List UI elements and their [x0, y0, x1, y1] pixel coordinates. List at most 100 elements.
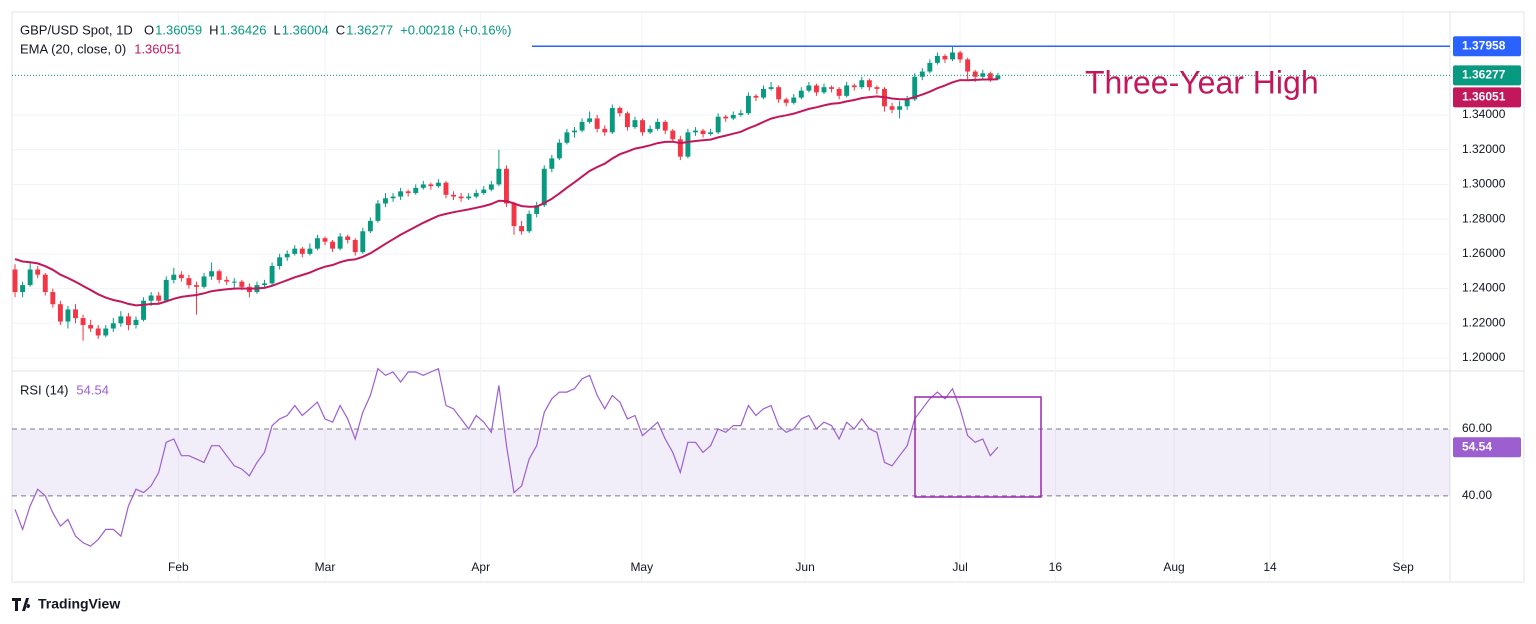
candle-body: [435, 182, 441, 187]
candle-body: [844, 85, 850, 96]
candle-body: [564, 132, 570, 143]
resistance-label: 1.37958: [1462, 38, 1506, 52]
candle-body: [617, 108, 623, 114]
candle-body: [813, 85, 819, 93]
candle-body: [866, 80, 872, 88]
candle-body: [466, 196, 472, 199]
ema-value: 1.36051: [134, 41, 181, 56]
candle-body: [662, 121, 668, 131]
candle-body: [972, 71, 978, 77]
y-tick-label: 1.22000: [1462, 315, 1506, 329]
x-tick-label: May: [630, 560, 653, 574]
candle-body: [579, 121, 585, 131]
candle-body: [821, 87, 827, 93]
ohlc-label: H: [209, 22, 218, 37]
plot: [12, 45, 1450, 547]
y-tick-label: 1.26000: [1462, 246, 1506, 260]
candle-body: [919, 71, 925, 77]
ema-price-label: 1.36051: [1462, 90, 1506, 104]
frame: [11, 11, 1525, 583]
rsi-level-label: 60.00: [1462, 421, 1492, 435]
ohlc-value: 1.36059: [155, 22, 202, 37]
candle-body: [685, 132, 691, 157]
candle-body: [541, 168, 547, 206]
candle-body: [413, 187, 419, 194]
rsi-level-label: 40.00: [1462, 488, 1492, 502]
candle-body: [934, 55, 940, 63]
candle-body: [745, 95, 751, 114]
candle-body: [201, 276, 207, 287]
candle-body: [549, 158, 555, 169]
resistance-label-box: [1453, 36, 1521, 57]
x-tick-label: Sep: [1392, 560, 1414, 574]
candle-body: [50, 292, 56, 305]
candle-body: [519, 226, 525, 232]
candle-body: [829, 87, 835, 89]
ohlc-label: C: [336, 22, 345, 37]
ohlc-value: 1.36277: [346, 22, 393, 37]
candle-body: [677, 139, 683, 157]
candle-body: [655, 121, 661, 129]
candle-body: [443, 182, 449, 195]
candle-body: [874, 87, 880, 89]
candle-body: [670, 130, 676, 140]
candle-body: [375, 203, 381, 221]
candle-body: [912, 76, 918, 100]
candle-body: [798, 90, 804, 98]
candle-body: [95, 328, 101, 336]
candle-body: [405, 191, 411, 194]
candle-body: [624, 113, 630, 128]
candle-body: [398, 191, 404, 197]
y-tick-label: 1.32000: [1462, 142, 1506, 156]
x-tick-label: Mar: [315, 560, 336, 574]
candle-body: [345, 236, 351, 240]
candle-body: [693, 130, 698, 133]
candle-body: [640, 120, 645, 133]
candle-body: [383, 198, 388, 204]
candle-body: [337, 236, 343, 249]
x-tick-label: Aug: [1163, 560, 1184, 574]
candle-body: [420, 184, 426, 188]
rsi-highlight-box: [914, 396, 1042, 498]
candle-body: [367, 220, 373, 232]
y-tick-label: 1.30000: [1462, 177, 1506, 191]
ohlc-label: O: [144, 22, 154, 37]
candle-body: [768, 87, 774, 89]
candle-body: [186, 278, 192, 286]
candle-body: [965, 59, 971, 72]
rsi-line: [14, 367, 999, 547]
candle-body: [216, 271, 222, 280]
candle-body: [859, 80, 865, 88]
candle-body: [352, 239, 358, 253]
candle-body: [806, 85, 812, 91]
brand-logo: [12, 598, 31, 611]
candle-body: [178, 274, 184, 279]
candle-body: [73, 309, 78, 319]
x-tick-label: Apr: [471, 560, 490, 574]
candle-body: [269, 266, 275, 284]
candle-body: [35, 269, 41, 275]
candle-body: [360, 231, 366, 253]
candle-body: [88, 325, 94, 329]
candle-body: [609, 108, 615, 133]
candle-body: [987, 73, 993, 80]
candle-body: [473, 193, 479, 197]
candle-body: [594, 118, 600, 129]
grid: [12, 12, 1450, 582]
candle-body: [118, 316, 124, 324]
ema-line: [14, 78, 998, 307]
candle-body: [503, 168, 509, 204]
candle-body: [299, 248, 305, 254]
candle-body: [194, 285, 199, 287]
candle-body: [602, 128, 608, 133]
candle-body: [209, 271, 215, 277]
candle-body: [753, 95, 759, 98]
candle-body: [534, 205, 540, 214]
symbol: GBP/USD Spot, 1D: [20, 22, 133, 37]
candle-body: [783, 99, 789, 103]
x-tick-label: 16: [1049, 560, 1063, 574]
candle-body: [481, 189, 487, 194]
candle-body: [632, 120, 638, 128]
last-price-label-box: [1453, 65, 1521, 86]
